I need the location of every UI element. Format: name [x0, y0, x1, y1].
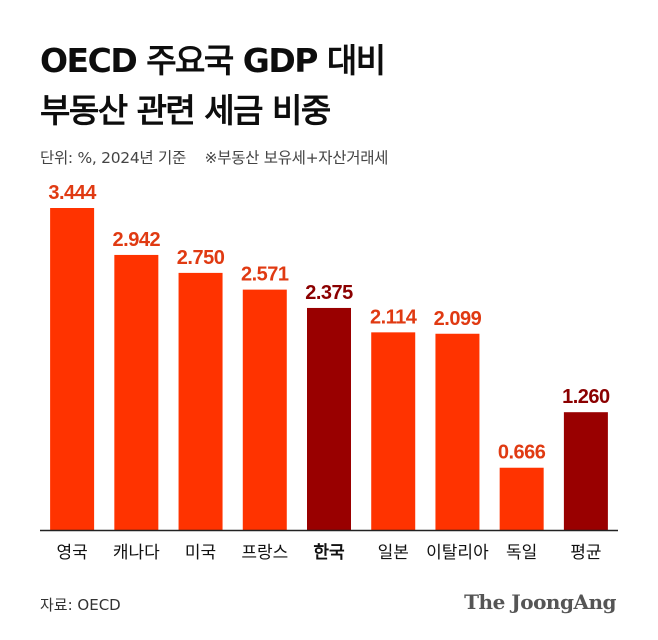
- unit-note: 단위: %, 2024년 기준: [40, 149, 186, 167]
- chart-title: OECD 주요국 GDP 대비 부동산 관련 세금 비중: [40, 36, 386, 136]
- category-label-2: 캐나다: [113, 543, 160, 563]
- value-label-6: 2.114: [370, 306, 418, 328]
- value-label-4: 2.571: [241, 264, 289, 286]
- bar-6: [371, 332, 416, 530]
- bar-5: [307, 307, 351, 530]
- bar-7: [435, 333, 480, 530]
- value-label-9: 1.260: [562, 386, 610, 408]
- bar-8: [499, 467, 544, 530]
- value-label-2: 2.942: [113, 229, 161, 251]
- source-note: 자료: OECD: [40, 596, 121, 614]
- bar-4: [242, 289, 287, 530]
- bar-2: [114, 254, 159, 531]
- value-label-7: 2.099: [434, 308, 482, 330]
- title-line-1: OECD 주요국 GDP 대비: [40, 41, 386, 80]
- value-label-8: 0.666: [498, 442, 546, 464]
- bar-3: [178, 272, 223, 530]
- category-label-6: 일본: [378, 543, 409, 563]
- category-label-4: 프랑스: [241, 543, 288, 563]
- value-label-1: 3.444: [48, 182, 97, 204]
- category-label-1: 영국: [56, 543, 87, 563]
- value-label-5: 2.375: [305, 282, 353, 304]
- brand-logo: The JoongAng: [464, 590, 616, 614]
- category-label-9: 평균: [570, 543, 601, 563]
- category-label-5: 한국: [313, 543, 345, 563]
- subtitle: 단위: %, 2024년 기준 ※부동산 보유세+자산거래세: [40, 146, 402, 168]
- value-label-3: 2.750: [177, 247, 225, 269]
- footnote: ※부동산 보유세+자산거래세: [204, 149, 389, 167]
- category-label-8: 독일: [506, 543, 537, 563]
- bar-9: [563, 412, 608, 530]
- category-label-7: 이탈리아: [426, 543, 489, 563]
- bar-1: [50, 208, 95, 530]
- category-label-3: 미국: [185, 543, 216, 563]
- title-line-2: 부동산 관련 세금 비중: [40, 91, 331, 130]
